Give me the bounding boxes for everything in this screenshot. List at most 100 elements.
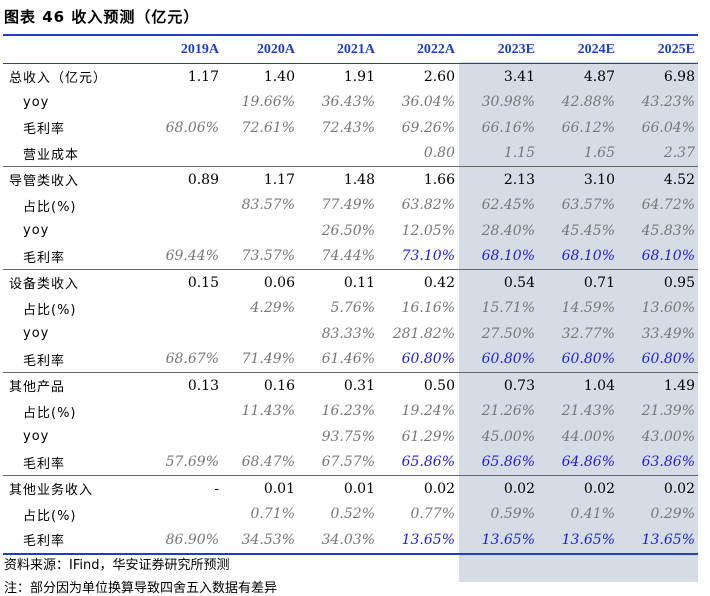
table-cell: [298, 141, 378, 167]
table-cell: 4.29%: [250, 300, 295, 317]
header-row: 2019A 2020A 2021A 2022A 2023E 2024E 2025…: [3, 34, 698, 64]
row-label: 其他业务收入: [3, 475, 160, 502]
table-cell: 13.65%: [538, 527, 618, 555]
table-cell: 69.44%: [165, 248, 219, 265]
table-cell: 13.65%: [458, 527, 538, 555]
row-label: 占比(%): [23, 302, 77, 318]
table-cell: 0.77%: [410, 506, 455, 523]
table-cell: 45.00%: [481, 428, 535, 445]
table-cell: 86.90%: [160, 527, 222, 555]
table-cell: 0.52%: [330, 506, 375, 523]
table-cell: 0.02: [618, 475, 698, 502]
table-cell: 36.04%: [401, 94, 455, 111]
table-cell: 1.04: [538, 372, 618, 399]
row-label: 导管类收入: [3, 166, 160, 193]
table-cell: 27.50%: [481, 325, 535, 342]
table-cell: 65.86%: [401, 454, 455, 471]
table-cell: 281.82%: [392, 325, 455, 342]
table-cell: 21.39%: [641, 403, 695, 420]
table-cell: 63.86%: [641, 454, 695, 471]
row-label: 毛利率: [23, 122, 66, 138]
table-cell: 13.65%: [618, 527, 698, 555]
table-cell: 73.10%: [401, 248, 455, 265]
table-cell: 0.71: [538, 269, 618, 296]
table-cell: 0.41%: [570, 506, 615, 523]
table-row: 毛利率 68.06% 72.61% 72.43% 69.26% 66.16% 66.12% 6…: [3, 115, 698, 141]
row-label: 占比(%): [23, 508, 77, 524]
row-label: yoy: [23, 429, 50, 445]
table-cell: 0.50: [378, 372, 458, 399]
col-header: 2019A: [160, 34, 222, 64]
table-cell: 77.49%: [321, 197, 375, 214]
table-cell: 62.45%: [481, 197, 535, 214]
table-cell: 64.86%: [561, 454, 615, 471]
table-row: 导管类收入 0.89 1.17 1.48 1.66 2.13 3.10 4.52: [3, 166, 698, 193]
table-cell: 68.10%: [481, 248, 535, 265]
row-label: yoy: [23, 223, 50, 239]
table-cell: 60.80%: [401, 351, 455, 368]
table-cell: 0.01: [222, 475, 298, 502]
table-cell: 1.91: [343, 68, 375, 85]
table-cell: 1.66: [378, 166, 458, 193]
col-header: 2024E: [538, 34, 618, 64]
table-cell: 26.50%: [321, 222, 375, 239]
col-header: 2023E: [458, 34, 538, 64]
table-cell: 30.98%: [481, 94, 535, 111]
table-cell: 21.43%: [561, 403, 615, 420]
table-cell: 1.65: [583, 145, 615, 162]
row-label: 设备类收入: [3, 269, 160, 296]
table-cell: 74.44%: [321, 248, 375, 265]
table-cell: 12.05%: [401, 222, 455, 239]
header-blank: [3, 34, 160, 64]
table-cell: [160, 424, 222, 450]
page-title: 图表 46 收入预测（亿元）: [4, 8, 200, 26]
row-label: 其他产品: [3, 372, 160, 399]
table-cell: 60.80%: [481, 351, 535, 368]
table-cell: 28.40%: [481, 222, 535, 239]
table-cell: [160, 218, 222, 244]
row-label: 毛利率: [3, 527, 160, 555]
table-cell: 0.02: [458, 475, 538, 502]
table-row: 营业成本 0.80 1.15 1.65 2.37: [3, 141, 698, 167]
table-row: 占比(%) 4.29% 5.76% 16.16% 15.71% 14.59% 13.60%: [3, 296, 698, 322]
table-cell: 1.17: [187, 68, 219, 85]
table-cell: 4.52: [618, 166, 698, 193]
table-cell: [160, 502, 222, 528]
table-cell: 66.12%: [561, 119, 615, 136]
table-cell: 2.13: [458, 166, 538, 193]
table-cell: [222, 321, 298, 347]
table-cell: 57.69%: [165, 454, 219, 471]
table-cell: 13.65%: [378, 527, 458, 555]
table-cell: 68.10%: [641, 248, 695, 265]
row-label: 毛利率: [23, 456, 66, 472]
table-cell: 0.59%: [490, 506, 535, 523]
table-cell: 0.02: [538, 475, 618, 502]
table-cell: 34.03%: [298, 527, 378, 555]
table-cell: 0.16: [222, 372, 298, 399]
table-cell: [160, 321, 222, 347]
table-cell: 11.43%: [241, 403, 295, 420]
table-cell: 42.88%: [561, 94, 615, 111]
table-row: 毛利率 69.44% 73.57% 74.44% 73.10% 68.10% 68.10% 6…: [3, 244, 698, 270]
table-row: 毛利率 86.90% 34.53% 34.03% 13.65% 13.65% 13.65% 1…: [3, 527, 698, 555]
table-cell: 0.06: [222, 269, 298, 296]
col-header: 2025E: [618, 34, 698, 64]
table-cell: 0.01: [298, 475, 378, 502]
table-cell: 1.48: [298, 166, 378, 193]
table-cell: 73.57%: [241, 248, 295, 265]
table-cell: 45.83%: [641, 222, 695, 239]
table-cell: 19.24%: [401, 403, 455, 420]
table-cell: 1.17: [222, 166, 298, 193]
table-cell: 3.41: [503, 68, 535, 85]
row-label: yoy: [23, 94, 50, 110]
col-header: 2021A: [298, 34, 378, 64]
footnote: 注：部分因为单位换算导致四舍五入数据有差异: [4, 581, 278, 596]
table-cell: 66.04%: [641, 119, 695, 136]
table-row: 占比(%) 11.43% 16.23% 19.24% 21.26% 21.43% 21.39…: [3, 399, 698, 425]
table-cell: 3.10: [538, 166, 618, 193]
table-cell: 13.60%: [641, 300, 695, 317]
table-cell: 66.16%: [481, 119, 535, 136]
table-cell: [160, 193, 222, 219]
table-cell: 71.49%: [241, 351, 295, 368]
table-cell: 63.82%: [401, 197, 455, 214]
